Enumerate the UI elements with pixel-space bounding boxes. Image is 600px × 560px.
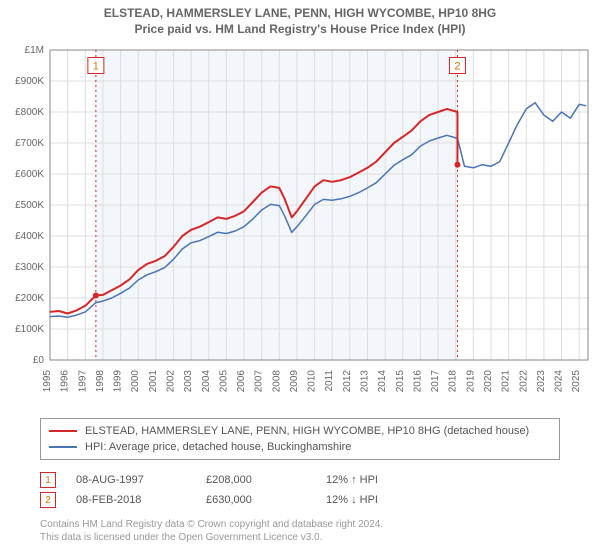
svg-text:1997: 1997 bbox=[77, 370, 88, 393]
attribution: Contains HM Land Registry data © Crown c… bbox=[40, 518, 560, 544]
event-hpi: 12% ↓ HPI bbox=[326, 494, 378, 506]
svg-text:£300K: £300K bbox=[15, 262, 44, 273]
svg-text:2013: 2013 bbox=[360, 370, 371, 393]
event-date: 08-AUG-1997 bbox=[76, 474, 206, 486]
svg-text:2017: 2017 bbox=[430, 370, 441, 393]
svg-text:2025: 2025 bbox=[571, 370, 582, 393]
chart-footer: ELSTEAD, HAMMERSLEY LANE, PENN, HIGH WYC… bbox=[40, 418, 560, 544]
svg-text:2019: 2019 bbox=[465, 370, 476, 393]
svg-text:2011: 2011 bbox=[324, 370, 335, 392]
svg-text:2000: 2000 bbox=[130, 370, 141, 393]
svg-text:1: 1 bbox=[93, 61, 99, 73]
legend-item: HPI: Average price, detached house, Buck… bbox=[49, 439, 551, 455]
svg-text:£100K: £100K bbox=[15, 324, 44, 335]
line-chart-svg: £0 £100K £200K £300K £400K £500K £600K £700K £80… bbox=[0, 40, 600, 410]
event-marker: 2 bbox=[40, 492, 56, 508]
event-hpi: 12% ↑ HPI bbox=[326, 474, 378, 486]
svg-text:£800K: £800K bbox=[15, 107, 44, 118]
svg-text:1996: 1996 bbox=[60, 370, 71, 393]
svg-text:2002: 2002 bbox=[165, 370, 176, 393]
svg-text:2012: 2012 bbox=[342, 370, 353, 393]
svg-text:2009: 2009 bbox=[289, 370, 300, 393]
event-marker: 1 bbox=[40, 472, 56, 488]
svg-text:£200K: £200K bbox=[15, 293, 44, 304]
event-price: £630,000 bbox=[206, 494, 326, 506]
svg-text:2008: 2008 bbox=[271, 370, 282, 393]
svg-text:£600K: £600K bbox=[15, 169, 44, 180]
event-row: 1 08-AUG-1997£208,00012% ↑ HPI bbox=[40, 470, 560, 490]
svg-text:£400K: £400K bbox=[15, 231, 44, 242]
svg-text:2014: 2014 bbox=[377, 370, 388, 393]
chart-subtitle: Price paid vs. HM Land Registry's House … bbox=[0, 20, 600, 36]
svg-text:2004: 2004 bbox=[201, 370, 212, 393]
chart-area: £0 £100K £200K £300K £400K £500K £600K £700K £80… bbox=[0, 40, 600, 410]
svg-text:2007: 2007 bbox=[254, 370, 265, 393]
svg-text:1998: 1998 bbox=[95, 370, 106, 393]
legend: ELSTEAD, HAMMERSLEY LANE, PENN, HIGH WYC… bbox=[40, 418, 560, 460]
chart-title: ELSTEAD, HAMMERSLEY LANE, PENN, HIGH WYC… bbox=[0, 0, 600, 20]
svg-text:2018: 2018 bbox=[448, 370, 459, 393]
svg-text:1995: 1995 bbox=[42, 370, 53, 393]
attribution-line-1: Contains HM Land Registry data © Crown c… bbox=[40, 518, 560, 531]
legend-swatch bbox=[49, 446, 77, 448]
chart-container: ELSTEAD, HAMMERSLEY LANE, PENN, HIGH WYC… bbox=[0, 0, 600, 560]
event-table: 1 08-AUG-1997£208,00012% ↑ HPI 2 08-FEB-201… bbox=[40, 470, 560, 510]
svg-text:2015: 2015 bbox=[395, 370, 406, 393]
svg-text:£700K: £700K bbox=[15, 138, 44, 149]
svg-text:2003: 2003 bbox=[183, 370, 194, 393]
legend-label: HPI: Average price, detached house, Buck… bbox=[85, 441, 351, 453]
event-row: 2 08-FEB-2018£630,00012% ↓ HPI bbox=[40, 490, 560, 510]
attribution-line-2: This data is licensed under the Open Gov… bbox=[40, 531, 560, 544]
svg-text:2022: 2022 bbox=[518, 370, 529, 393]
svg-text:2020: 2020 bbox=[483, 370, 494, 393]
svg-text:2010: 2010 bbox=[307, 370, 318, 393]
svg-text:£500K: £500K bbox=[15, 200, 44, 211]
legend-label: ELSTEAD, HAMMERSLEY LANE, PENN, HIGH WYC… bbox=[85, 425, 529, 437]
event-price: £208,000 bbox=[206, 474, 326, 486]
svg-text:£1M: £1M bbox=[25, 45, 44, 56]
svg-text:2006: 2006 bbox=[236, 370, 247, 393]
svg-text:2016: 2016 bbox=[412, 370, 423, 393]
event-date: 08-FEB-2018 bbox=[76, 494, 206, 506]
legend-swatch bbox=[49, 430, 77, 432]
legend-item: ELSTEAD, HAMMERSLEY LANE, PENN, HIGH WYC… bbox=[49, 423, 551, 439]
svg-text:2001: 2001 bbox=[148, 370, 159, 393]
svg-text:2023: 2023 bbox=[536, 370, 547, 393]
svg-text:2021: 2021 bbox=[501, 370, 512, 393]
svg-text:£0: £0 bbox=[33, 355, 45, 366]
svg-text:2005: 2005 bbox=[218, 370, 229, 393]
svg-text:£900K: £900K bbox=[15, 76, 44, 87]
svg-text:2024: 2024 bbox=[554, 370, 565, 393]
svg-text:2: 2 bbox=[454, 61, 460, 73]
svg-text:1999: 1999 bbox=[113, 370, 124, 393]
